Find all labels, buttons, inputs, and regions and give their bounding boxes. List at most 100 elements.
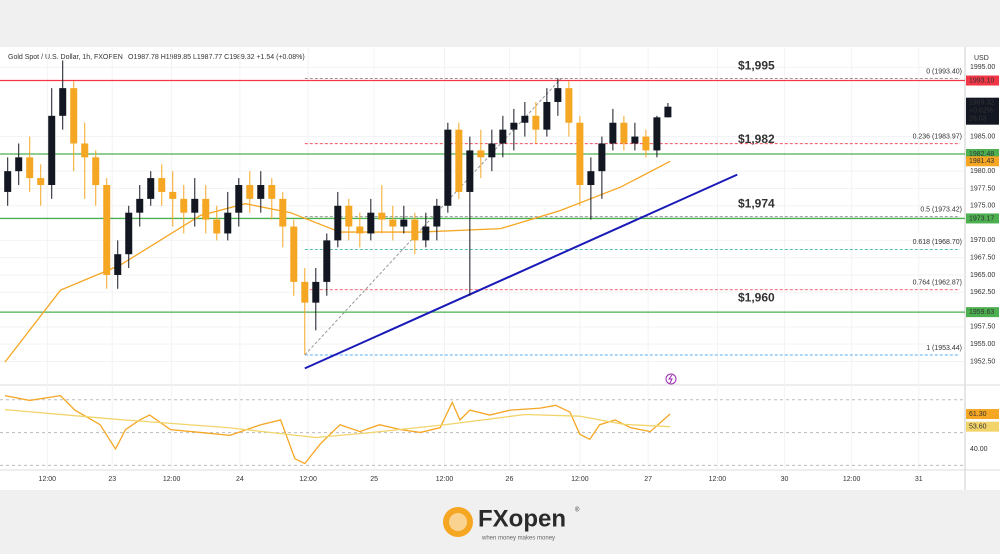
candle-body <box>268 185 276 199</box>
ma-label: 1981.43 <box>969 158 994 165</box>
candle-body <box>356 226 364 234</box>
candle-body <box>103 185 111 275</box>
candle-body <box>642 136 650 151</box>
x-tick-label: 12:00 <box>571 476 589 483</box>
candle-body <box>81 143 89 158</box>
candle-body <box>631 136 639 144</box>
candle-body <box>48 115 56 186</box>
fib-label: 0 (1993.40) <box>926 68 962 75</box>
y-tick-label: 1985.00 <box>970 133 995 140</box>
alert-icon[interactable] <box>665 373 677 385</box>
rsi-label-box <box>966 421 999 432</box>
candle-body <box>158 178 166 192</box>
price-label-box <box>966 97 999 125</box>
x-tick-label: 26 <box>506 476 514 483</box>
price-box-text: +0.62% <box>969 108 993 115</box>
candle-body <box>609 122 617 144</box>
candle-body <box>378 212 386 220</box>
level-note: $1,982 <box>738 132 775 146</box>
candle-body <box>532 115 540 130</box>
price-label: 1993.10 <box>969 77 994 84</box>
currency: USD <box>974 55 989 62</box>
candle-body <box>169 191 177 199</box>
x-tick-label: 23 <box>108 476 116 483</box>
fib-label: 0.618 (1968.70) <box>913 239 962 246</box>
y-tick-label: 1977.50 <box>970 185 995 192</box>
candle-body <box>235 185 243 213</box>
y-tick-label: 1962.50 <box>970 289 995 296</box>
x-tick-label: 12:00 <box>436 476 454 483</box>
fib-diagonal <box>304 78 562 356</box>
candle-body <box>653 117 661 151</box>
candle-body <box>620 122 628 144</box>
candle-body <box>213 219 221 234</box>
y-tick-label: 1957.50 <box>970 324 995 331</box>
rsi-label: 53.60 <box>969 424 987 431</box>
symbol-title: Gold Spot / U.S. Dollar, 1h, FXOPEN <box>8 54 123 61</box>
tagline: when money makes money <box>481 536 555 542</box>
candle-body <box>202 198 210 220</box>
candle-body <box>367 212 375 234</box>
fib-label: 0.5 (1973.42) <box>920 207 962 214</box>
y-tick-label: 1980.00 <box>970 168 995 175</box>
candle-body <box>477 150 485 158</box>
candle-body <box>114 254 122 275</box>
candle-body <box>224 212 232 234</box>
brand: FXopen <box>478 505 566 532</box>
y-tick-label: 1967.50 <box>970 255 995 262</box>
y-tick-label: 1995.00 <box>970 64 995 71</box>
rsi-tick-label: 40.00 <box>970 446 988 453</box>
candle-body <box>147 178 155 199</box>
x-tick-label: 12:00 <box>39 476 57 483</box>
candle-body <box>279 198 287 227</box>
x-tick-label: 12:00 <box>299 476 317 483</box>
candle-body <box>510 122 518 130</box>
candle-body <box>587 171 595 186</box>
x-tick-label: 12:00 <box>163 476 181 483</box>
candle-body <box>26 157 34 179</box>
fib-label: 1 (1953.44) <box>926 345 962 352</box>
candle-body <box>92 157 100 186</box>
x-tick-label: 25 <box>370 476 378 483</box>
candle-body <box>389 219 397 227</box>
price-label-box <box>966 307 999 318</box>
candle-body <box>191 198 199 213</box>
ohlc-readout: O1987.78 H1989.85 L1987.77 C1989.32 +1.5… <box>128 54 305 61</box>
x-tick-label: 24 <box>236 476 244 483</box>
candle-body <box>521 115 529 123</box>
trendline <box>304 173 738 370</box>
candle-body <box>411 219 419 241</box>
candle-body <box>345 205 353 227</box>
candle-body <box>246 185 254 199</box>
price-label-box <box>966 156 999 167</box>
candle-body <box>576 122 584 186</box>
x-tick-label: 31 <box>915 476 923 483</box>
y-tick-label: 1975.00 <box>970 203 995 210</box>
rsi-label-box <box>966 409 999 420</box>
candle-body <box>565 88 573 123</box>
candle-body <box>4 171 12 192</box>
price-label: 1973.17 <box>969 215 994 222</box>
candle-body <box>422 226 430 241</box>
price-label-box <box>966 149 999 160</box>
candle-body <box>455 129 463 192</box>
candle-body <box>70 88 78 144</box>
y-tick-label: 1965.00 <box>970 272 995 279</box>
candle-body <box>499 129 507 144</box>
candle-body <box>433 205 441 227</box>
chart-background <box>0 47 1000 490</box>
candle-body <box>400 219 408 227</box>
y-tick-label: 1970.00 <box>970 237 995 244</box>
x-tick-label: 12:00 <box>843 476 861 483</box>
candle-body <box>466 150 474 192</box>
candle-body <box>180 198 188 213</box>
rsi-line <box>4 408 671 439</box>
level-note: $1,974 <box>738 197 775 211</box>
price-label-box <box>966 75 999 86</box>
level-note: $1,960 <box>738 290 775 304</box>
price-box-text: 26:03 <box>969 116 987 123</box>
level-note: $1,995 <box>738 59 775 73</box>
fib-label: 0.236 (1983.97) <box>913 134 962 141</box>
logo-icon-inner <box>449 513 467 531</box>
